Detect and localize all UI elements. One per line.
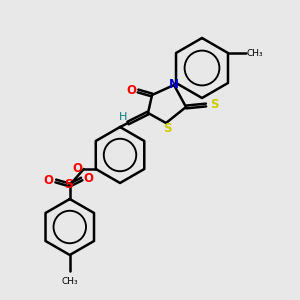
Text: S: S [64,178,73,190]
Text: S: S [210,98,218,112]
Text: O: O [44,173,54,187]
Text: CH₃: CH₃ [61,277,78,286]
Text: H: H [119,112,127,122]
Text: CH₃: CH₃ [247,49,264,58]
Text: N: N [169,79,179,92]
Text: O: O [73,161,83,175]
Text: O: O [126,83,136,97]
Text: S: S [163,122,171,134]
Text: O: O [84,172,94,184]
